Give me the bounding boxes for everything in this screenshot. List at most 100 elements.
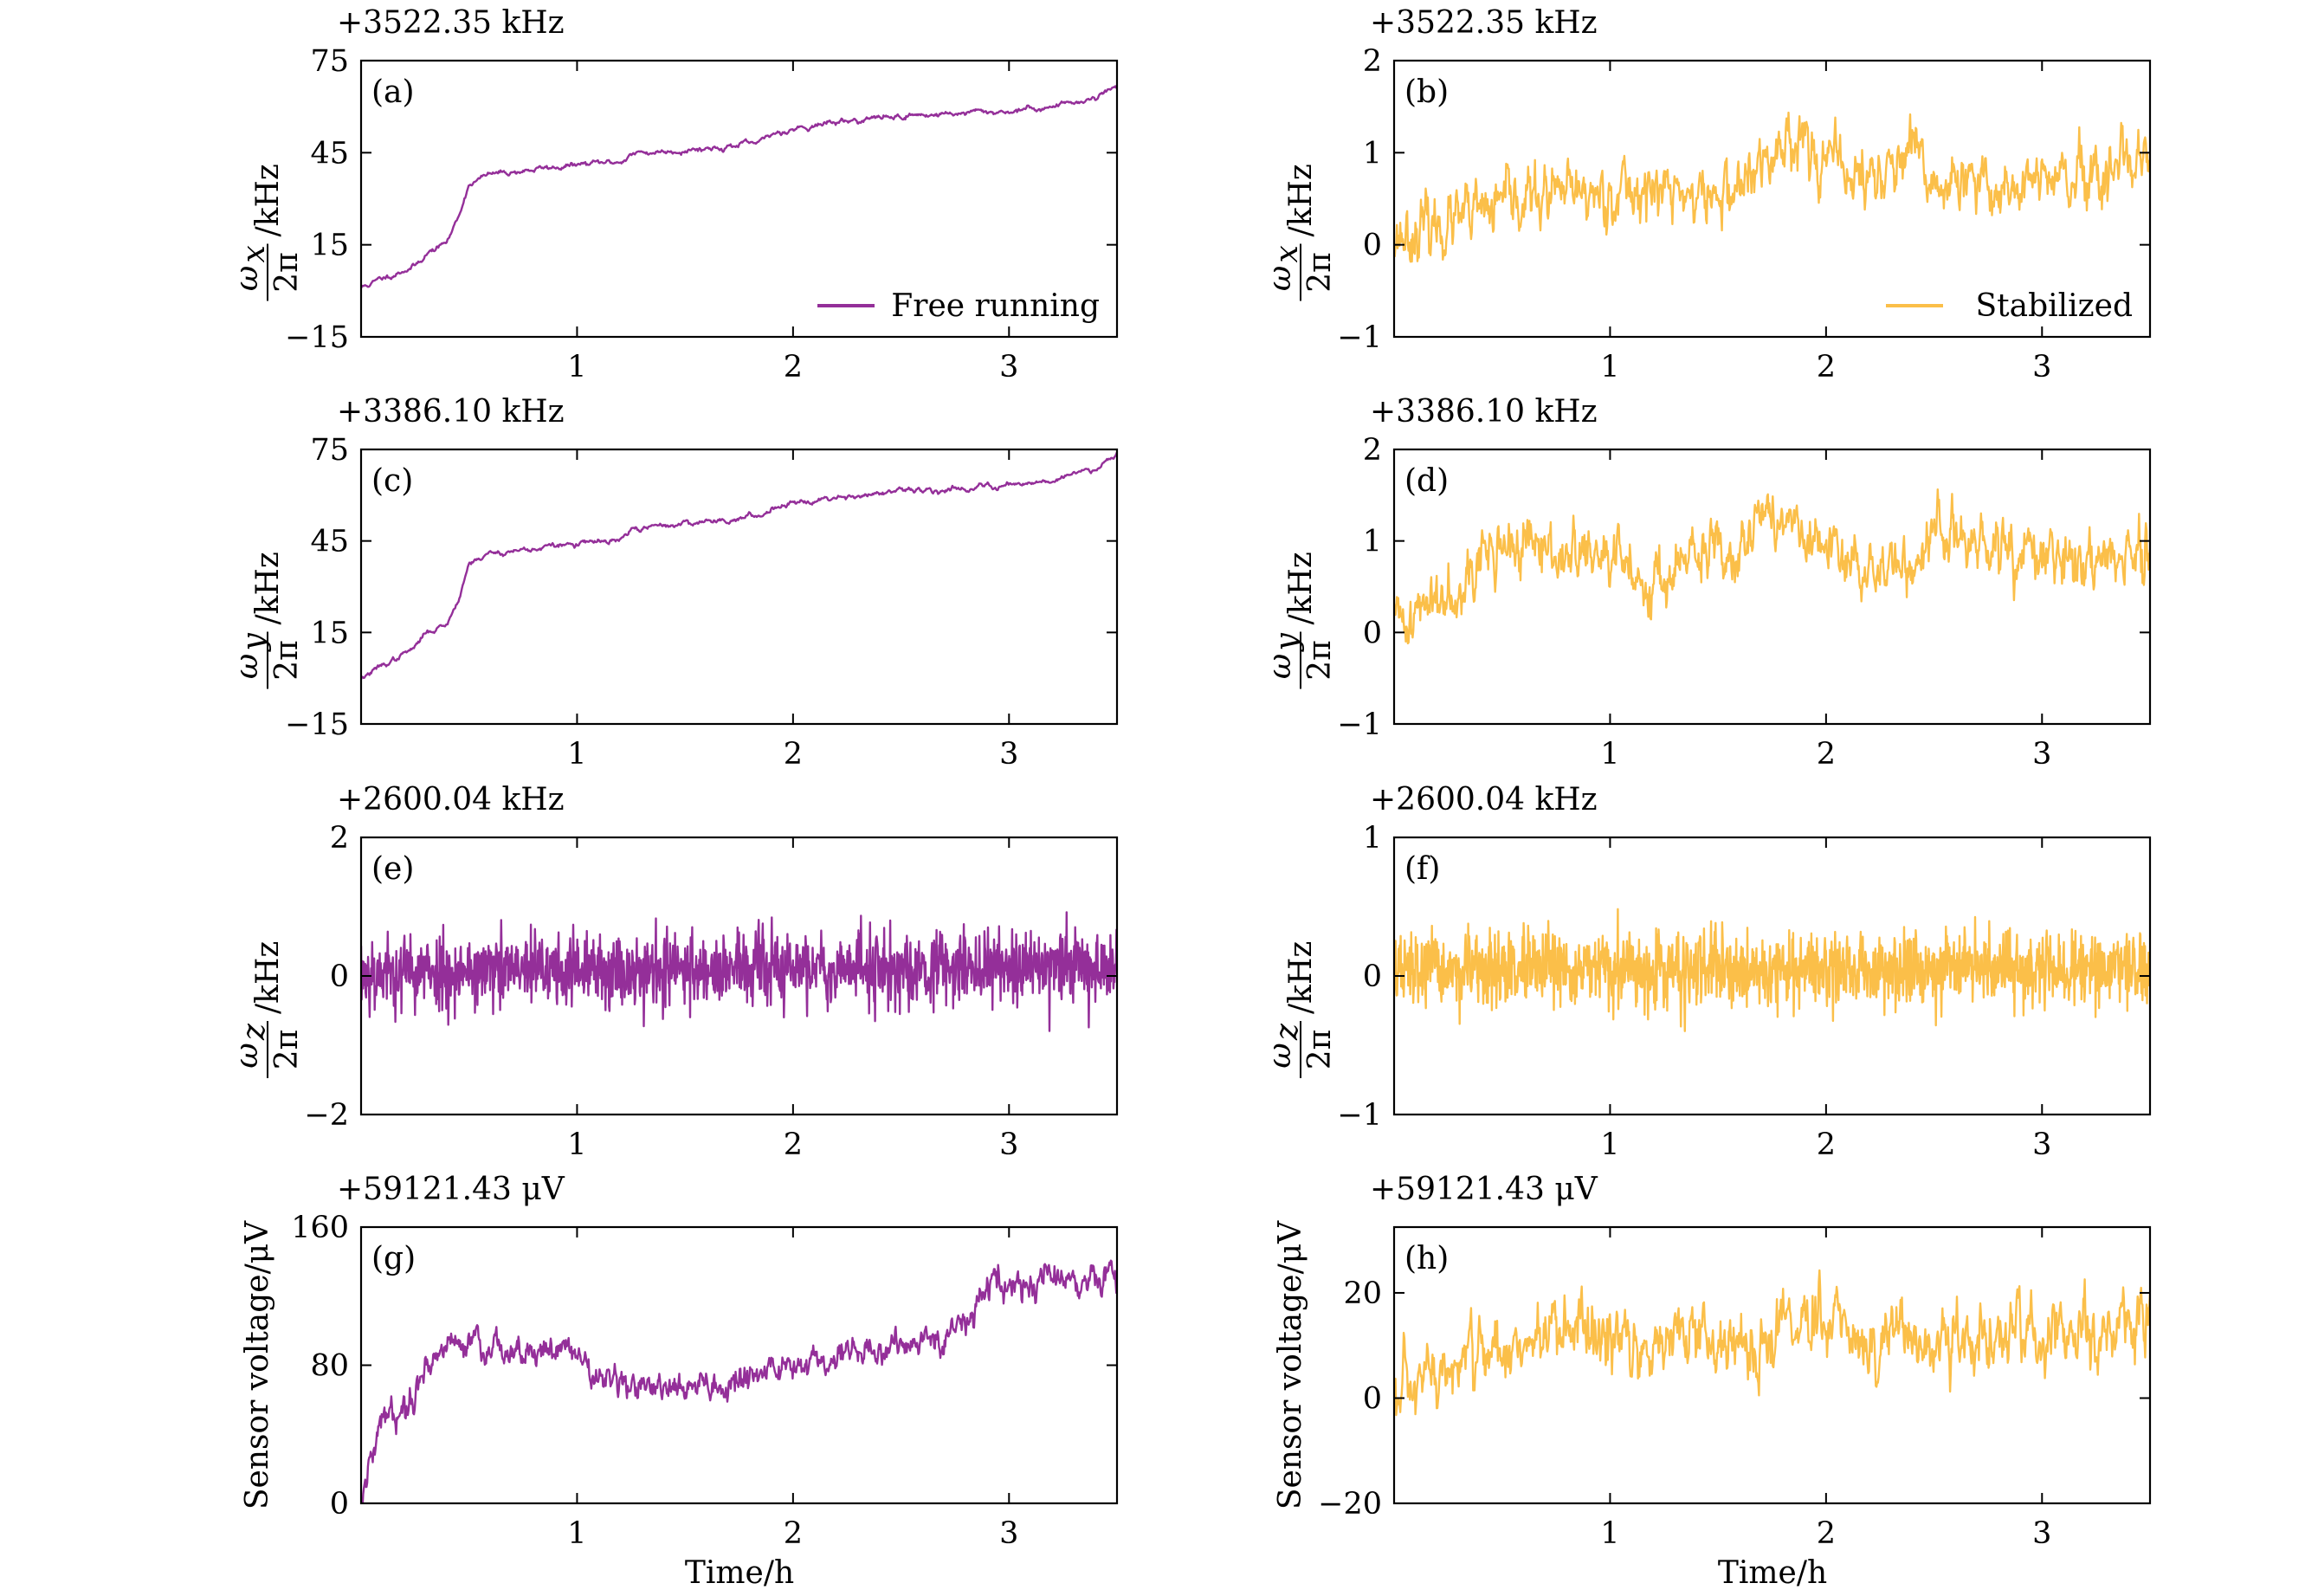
y-label-denominator: 2π — [269, 1030, 305, 1070]
offset-label: +3386.10 kHz — [1370, 394, 1598, 430]
y-tick-label: 0 — [330, 1487, 349, 1522]
y-label-denominator: 2π — [1302, 1030, 1338, 1070]
y-label-subscript: y — [236, 633, 272, 653]
y-label-unit: /kHz — [1283, 552, 1319, 624]
x-tick-label: 3 — [2032, 737, 2051, 772]
y-label-numerator: ω — [229, 1043, 265, 1068]
x-axis-title: Time/h — [685, 1555, 794, 1591]
x-tick-label: 3 — [999, 737, 1018, 772]
plot-frame — [1392, 448, 2152, 726]
plot-frame — [359, 59, 1119, 339]
panel-tag: (b) — [1404, 74, 1449, 110]
y-tick-label: −1 — [1337, 320, 1382, 355]
y-tick-label: 45 — [310, 136, 349, 171]
x-tick-label: 1 — [567, 737, 586, 772]
x-tick-label: 1 — [1600, 737, 1619, 772]
y-label-denominator: 2π — [269, 640, 305, 681]
series-line-free-running — [361, 1259, 1117, 1503]
panel-g: 1 2 3 0 80 160 +59121.43 μV (g) Sensor voltage/μ… — [240, 1172, 1119, 1551]
y-label-numerator: ω — [229, 266, 265, 291]
y-tick-label: 75 — [310, 44, 349, 79]
y-tick-label: 160 — [291, 1211, 349, 1245]
plot-frame — [359, 1225, 1119, 1505]
panel-tag: (c) — [371, 463, 413, 499]
y-label-subscript: z — [236, 1023, 272, 1041]
offset-label: +59121.43 μV — [337, 1172, 565, 1207]
y-axis-title: Sensor voltage/μV — [240, 1220, 275, 1509]
y-tick-label: 15 — [310, 229, 349, 263]
x-tick-label: 2 — [1817, 350, 1836, 384]
y-label-numerator: ω — [1262, 266, 1298, 291]
x-tick-label: 2 — [784, 350, 803, 384]
x-axis-label-right: Time/h — [1718, 1555, 1827, 1591]
y-label-denominator: 2π — [1302, 252, 1338, 293]
panel-tag: (e) — [371, 851, 414, 887]
y-label-subscript: z — [1269, 1023, 1305, 1041]
y-tick-label: 20 — [1343, 1276, 1382, 1311]
y-tick-label: −20 — [1318, 1487, 1382, 1522]
y-label-denominator: 2π — [1302, 640, 1338, 681]
y-label-unit: /kHz — [250, 552, 286, 624]
x-tick-label: 3 — [2032, 350, 2051, 384]
y-tick-label: 0 — [1363, 229, 1382, 263]
panel-tag: (d) — [1404, 463, 1449, 499]
y-tick-label: 0 — [330, 960, 349, 994]
x-tick-label: 2 — [1817, 1128, 1836, 1162]
y-label-unit: /kHz — [1283, 164, 1319, 236]
y-tick-label: 2 — [330, 821, 349, 856]
y-axis-title: Sensor voltage/μV — [1273, 1220, 1308, 1509]
y-label-numerator: ω — [229, 654, 265, 679]
series-line-stabilized — [1394, 1269, 2150, 1417]
y-label-unit: /kHz — [1283, 941, 1319, 1014]
y-tick-label: 1 — [1363, 525, 1382, 559]
y-label-subscript: x — [1269, 245, 1305, 262]
x-tick-label: 1 — [567, 1128, 586, 1162]
y-label-subscript: x — [236, 245, 272, 262]
y-tick-label: −2 — [304, 1098, 349, 1133]
y-label-denominator: 2π — [269, 252, 305, 293]
plot-frame — [1392, 1225, 2152, 1505]
x-axis-title: Time/h — [1718, 1555, 1827, 1591]
x-tick-label: 1 — [567, 1516, 586, 1551]
x-tick-label: 1 — [1600, 1128, 1619, 1162]
y-label-numerator: ω — [1262, 1043, 1298, 1068]
legend: Stabilized — [1886, 288, 2133, 324]
series-line-stabilized — [1394, 908, 2150, 1032]
y-label-unit: /kHz — [250, 941, 286, 1014]
y-tick-label: 1 — [1363, 821, 1382, 856]
series-line-stabilized — [1394, 488, 2150, 645]
y-tick-label: −1 — [1337, 1098, 1382, 1133]
x-tick-label: 2 — [784, 1516, 803, 1551]
legend: Free running — [817, 288, 1100, 324]
y-tick-label: 0 — [1363, 616, 1382, 650]
x-tick-label: 3 — [2032, 1128, 2051, 1162]
x-axis-label-left: Time/h — [685, 1555, 794, 1591]
series-line-free-running — [361, 451, 1117, 680]
offset-label: +2600.04 kHz — [1370, 782, 1598, 817]
x-tick-label: 2 — [1817, 737, 1836, 772]
offset-label: +2600.04 kHz — [337, 782, 565, 817]
y-tick-label: 0 — [1363, 960, 1382, 994]
panel-tag: (h) — [1404, 1241, 1449, 1276]
y-label-subscript: y — [1269, 633, 1305, 653]
y-tick-label: 15 — [310, 616, 349, 650]
y-tick-label: 1 — [1363, 136, 1382, 171]
x-tick-label: 1 — [567, 350, 586, 384]
offset-label: +3522.35 kHz — [337, 5, 565, 41]
series-line-free-running — [361, 911, 1117, 1032]
x-tick-label: 2 — [784, 1128, 803, 1162]
y-tick-label: −15 — [285, 320, 349, 355]
x-tick-label: 3 — [999, 1128, 1018, 1162]
legend-label: Stabilized — [1976, 288, 2134, 324]
x-tick-label: 3 — [999, 350, 1018, 384]
x-tick-label: 2 — [784, 737, 803, 772]
